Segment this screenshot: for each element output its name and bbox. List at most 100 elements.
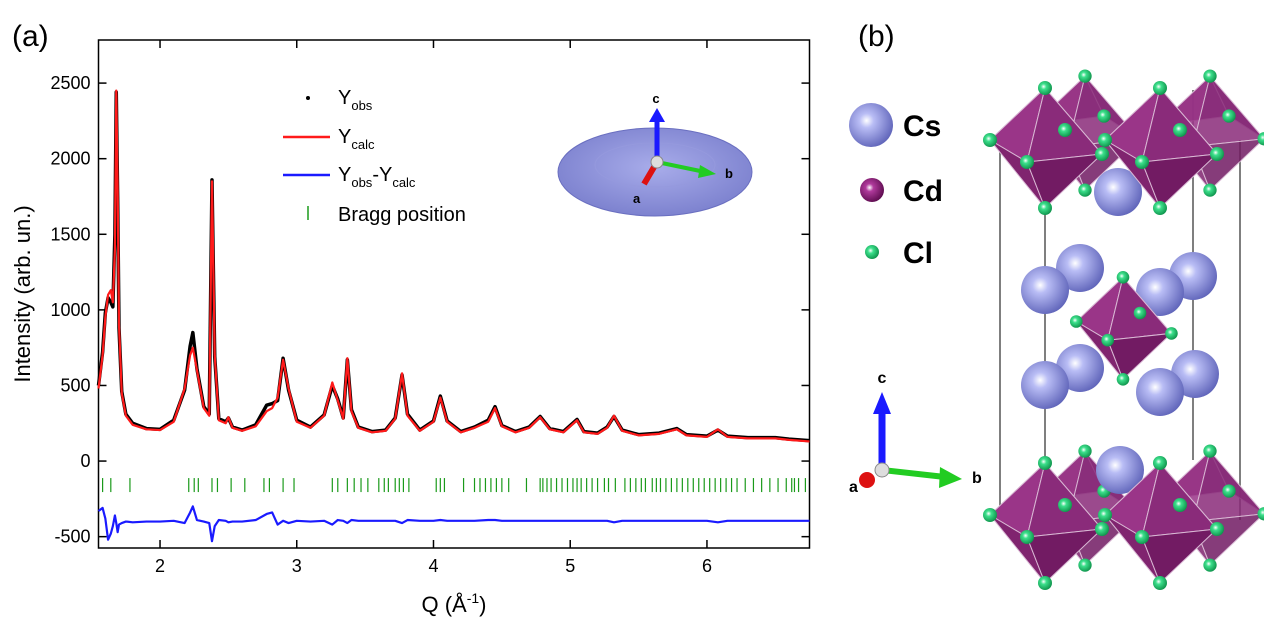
x-axis-label: Q (Å-1) [421, 590, 486, 617]
octahedron-face [1141, 153, 1219, 209]
legend-label: Bragg position [338, 204, 466, 226]
label-part: Y [338, 87, 351, 109]
axis-label: b [972, 470, 982, 487]
cl-atom [1257, 132, 1264, 146]
panel-label: (b) [858, 20, 895, 53]
legend-marker [306, 96, 310, 100]
y-tick-label: 1000 [50, 300, 90, 320]
cs-atom [1136, 268, 1184, 316]
cl-atom [1210, 147, 1224, 161]
cl-atom [1153, 576, 1167, 590]
cl-sphere [865, 245, 879, 259]
axis-label: a [849, 479, 858, 496]
inset: c b a [557, 91, 753, 217]
structure-legend: Cs Cd Cl [849, 103, 943, 270]
cl-atom [1257, 507, 1264, 521]
cl-atom [1058, 498, 1072, 512]
cl-atom [1135, 155, 1149, 169]
label-part: obs [351, 175, 372, 190]
legend-label: Yobs [338, 87, 373, 113]
cl-atom [983, 508, 997, 522]
y-tick-label: 2500 [50, 73, 90, 93]
cl-atom [1203, 444, 1217, 458]
label-part: ) [479, 592, 486, 617]
cl-atom [1098, 508, 1112, 522]
axis-label: b [725, 166, 733, 181]
octahedron-face [1141, 528, 1219, 584]
cl-atom [1078, 69, 1092, 83]
axis-label: c [652, 91, 659, 106]
cl-atom [1038, 456, 1052, 470]
arrow-head [698, 165, 716, 178]
label-part: calc [392, 175, 416, 190]
x-tick-label: 4 [428, 556, 438, 576]
cl-atom [1153, 201, 1167, 215]
label-part: Y [338, 164, 351, 186]
label-part: -Y [372, 164, 392, 186]
cl-atom [1203, 558, 1217, 572]
panel-label: (a) [12, 20, 49, 53]
label-part: Q (Å [421, 592, 467, 617]
cl-atom [1020, 530, 1034, 544]
plot-frame [97, 39, 811, 549]
cl-atom [1165, 327, 1178, 340]
y-tick-label: -500 [54, 527, 90, 547]
cs-atom [1136, 368, 1184, 416]
label-part: -1 [467, 590, 480, 606]
y-tick-label: 2000 [50, 149, 90, 169]
arrow-head [649, 108, 665, 122]
cl-atom [1097, 109, 1111, 123]
cd-sphere [860, 178, 884, 202]
cs-sphere [849, 103, 893, 147]
cl-atom [1078, 183, 1092, 197]
cl-atom [1095, 522, 1109, 536]
cl-atom [1203, 69, 1217, 83]
label-part: calc [351, 137, 375, 152]
origin [650, 155, 664, 169]
x-tick-label: 6 [702, 556, 712, 576]
cl-atom [1116, 271, 1130, 284]
cl-atom [1116, 373, 1130, 386]
cl-atom [1038, 81, 1052, 95]
cl-atom [1153, 456, 1167, 470]
cl-atom [1222, 484, 1236, 498]
cl-atom [1069, 315, 1083, 328]
cl-atom [1222, 109, 1236, 123]
axis-label: a [633, 191, 641, 206]
cs-atom [1021, 266, 1069, 314]
arrow-head [939, 467, 962, 488]
legend-label: Ycalc [338, 126, 375, 152]
cs-atom [1056, 244, 1104, 292]
cl-atom [1203, 183, 1217, 197]
cl-atom [1058, 123, 1072, 137]
y-axis-label: Intensity (arb. un.) [10, 205, 35, 382]
arrow-head [873, 392, 891, 414]
cl-atom [1173, 498, 1187, 512]
label-part: obs [351, 98, 372, 113]
crystal-structure [983, 69, 1264, 590]
cl-atom [983, 133, 997, 147]
octahedron-face [1026, 528, 1104, 584]
y-tick-label: 1500 [50, 224, 90, 244]
cl-atom [1078, 558, 1092, 572]
y-tick-label: 0 [80, 451, 90, 471]
cl-atom [1173, 123, 1187, 137]
cl-atom [1020, 155, 1034, 169]
label-part: Y [338, 126, 351, 148]
cl-atom [1078, 444, 1092, 458]
structure-axes: c a b [849, 370, 982, 496]
x-tick-label: 3 [292, 556, 302, 576]
cl-atom [1133, 306, 1147, 320]
cs-atom [1096, 446, 1144, 494]
cl-atom [1095, 147, 1109, 161]
cs-atom [1021, 361, 1069, 409]
legend-label: Yobs-Ycalc [338, 164, 416, 190]
cl-atom [1098, 133, 1112, 147]
axis-label: c [878, 370, 887, 387]
cl-atom [1038, 576, 1052, 590]
cl-atom [1153, 81, 1167, 95]
a-axis [859, 472, 875, 488]
octahedron-face [1026, 153, 1104, 209]
series-line [97, 505, 810, 543]
